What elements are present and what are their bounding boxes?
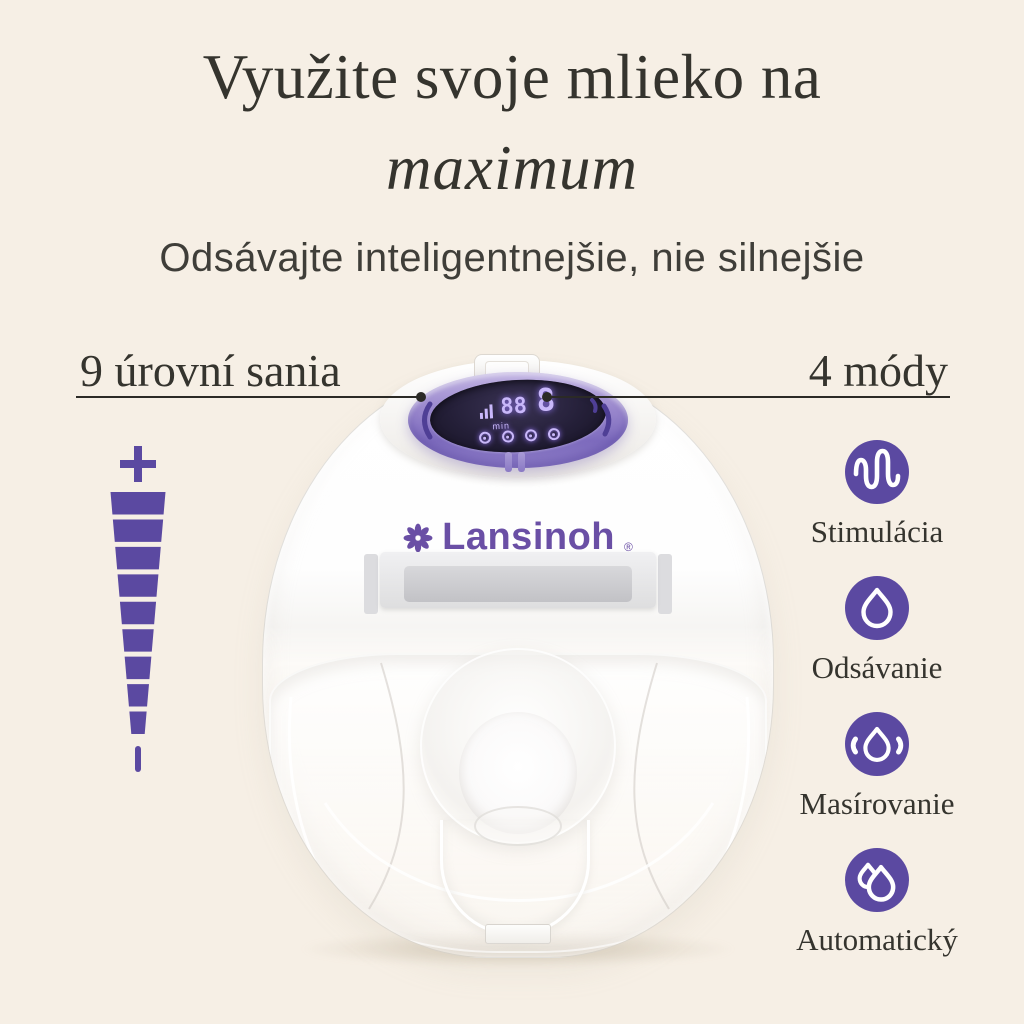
mode-label: Stimulácia	[810, 514, 944, 549]
suction-level-step	[129, 711, 147, 734]
display-mode-icon	[524, 429, 537, 442]
mode-item-automatic: Automatický	[796, 848, 958, 958]
suction-level-step	[122, 629, 154, 652]
callout-left-line	[76, 396, 420, 398]
suction-level-step	[119, 601, 157, 625]
callout-right-line	[548, 396, 950, 398]
mode-label: Automatický	[796, 922, 958, 957]
display-mode-icon	[478, 431, 491, 445]
display-timer-digits: 88	[499, 393, 528, 420]
suction-level-step	[117, 574, 159, 597]
suction-level-step	[127, 684, 149, 707]
collector-clip-bracket-right	[658, 554, 672, 614]
suction-level-step	[115, 546, 161, 570]
suction-level-steps	[110, 492, 166, 734]
pump-ring-slots	[505, 452, 525, 472]
display-mode-icon	[501, 430, 514, 443]
plus-icon	[120, 446, 156, 482]
lansinoh-flower-icon	[403, 523, 433, 552]
pump-bottom-tab	[485, 924, 551, 944]
suction-level-step	[110, 492, 166, 515]
brand-logo: Lansinoh ®	[262, 516, 774, 559]
collector-clip-bar	[404, 566, 632, 602]
mode-item-stimulation: Stimulácia	[810, 440, 944, 550]
wearable-pump-image: 88 8 min	[262, 354, 774, 958]
title-line-2: maximum	[386, 133, 638, 203]
stimulation-wave-icon	[845, 440, 909, 504]
registered-mark: ®	[624, 540, 633, 554]
suction-level-step	[112, 519, 164, 542]
brand-name: Lansinoh	[442, 516, 616, 558]
modes-list: Stimulácia Odsávanie Masírovanie	[760, 440, 994, 958]
mode-label: Odsávanie	[811, 650, 943, 685]
title-line-1: Využite svoje mlieko na	[202, 42, 822, 112]
callout-left-dot	[416, 392, 426, 402]
display-mode-icon	[547, 427, 560, 441]
suction-level-ladder	[110, 446, 166, 772]
page-subtitle: Odsávajte inteligentnejšie, nie silnejši…	[159, 236, 865, 280]
suction-level-step	[124, 656, 152, 680]
callout-right-dot	[542, 392, 552, 402]
massage-drop-icon	[845, 712, 909, 776]
callout-left-label: 9 úrovní sania	[80, 345, 341, 396]
mode-item-massage: Masírovanie	[799, 712, 955, 822]
page-title: Využite svoje mlieko na maximum	[0, 46, 1024, 200]
collector-clip-bracket-left	[364, 554, 378, 614]
display-readout: 88 8	[429, 381, 606, 422]
suction-drop-icon	[845, 576, 909, 640]
battery-bars-icon	[479, 404, 493, 419]
pump-display: 88 8 min	[428, 375, 608, 457]
minus-icon	[135, 746, 141, 772]
mode-item-suction: Odsávanie	[811, 576, 943, 686]
mode-label: Masírovanie	[799, 786, 955, 821]
callout-right-label: 4 módy	[808, 345, 948, 396]
auto-drops-icon	[844, 848, 909, 912]
